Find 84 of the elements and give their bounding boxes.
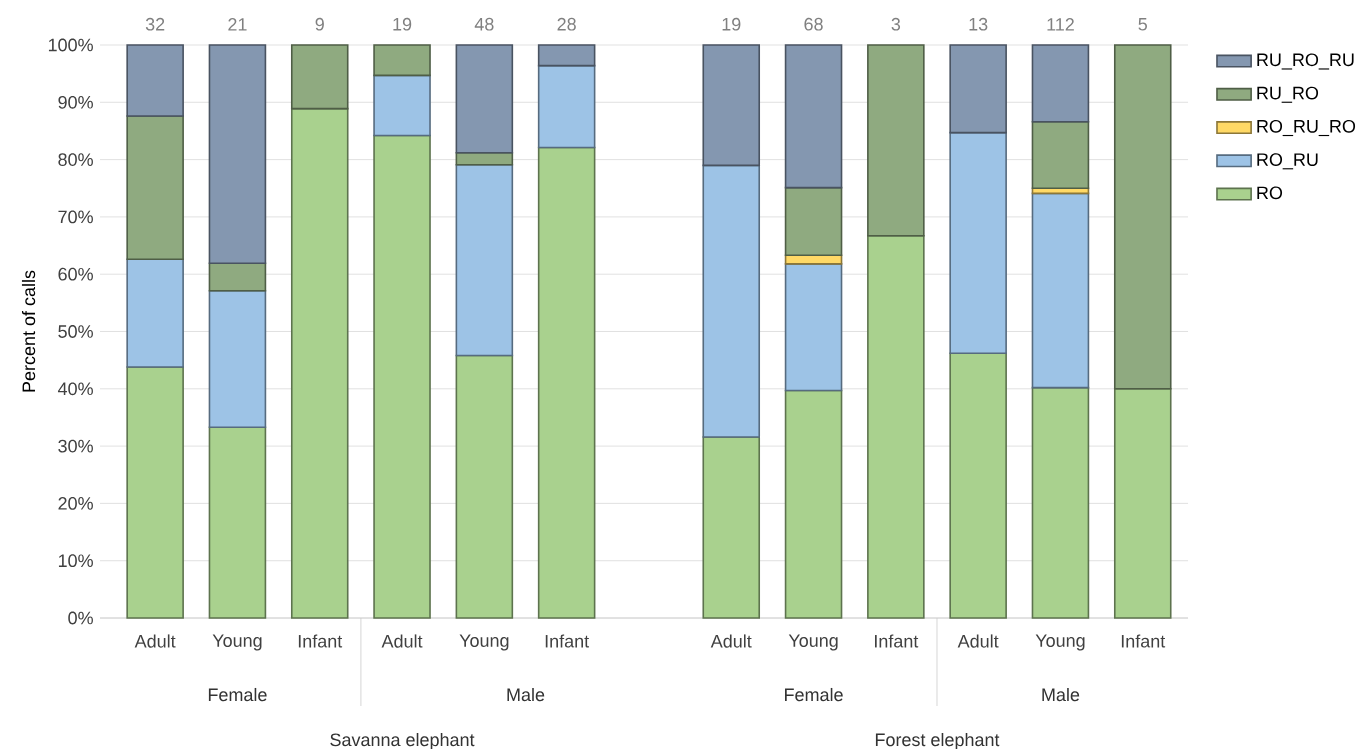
legend-label: RU_RO: [1257, 86, 1319, 103]
x-tick-label: Adult: [957, 634, 999, 648]
bar: [702, 44, 761, 167]
bar: [126, 44, 184, 117]
bar: [867, 235, 925, 619]
bar: [702, 436, 761, 619]
text: Female: [785, 687, 843, 702]
bar: [126, 115, 184, 261]
bar: [455, 163, 514, 357]
y-tick-label: 60%: [58, 267, 93, 281]
bar: [208, 426, 267, 619]
bar: [867, 44, 925, 237]
bar: [702, 164, 761, 438]
bar: [373, 134, 431, 619]
x-tick-label: Young: [1035, 634, 1085, 651]
bar: [537, 64, 596, 149]
text: 32: [145, 17, 165, 31]
x-tick-label: Infant: [1121, 634, 1166, 648]
legend-label: RU_RO_RU: [1257, 53, 1354, 70]
y-tick-label: 100%: [48, 38, 93, 52]
bar: [373, 44, 431, 77]
bar: [290, 107, 349, 619]
bar: [784, 263, 843, 392]
x-tick-label: Young: [212, 634, 262, 651]
bar: [784, 186, 843, 257]
bar: [1031, 386, 1090, 619]
bar: [455, 354, 514, 619]
text: Male: [507, 687, 545, 702]
bar: [949, 352, 1007, 619]
bar: [208, 290, 267, 428]
bar: [373, 74, 431, 137]
x-tick-label: Young: [459, 634, 509, 651]
text: 13: [969, 17, 988, 31]
bar: [1113, 388, 1172, 619]
text: 68: [804, 17, 823, 31]
y-tick-label: 40%: [57, 382, 93, 396]
bar: [1031, 120, 1090, 190]
text: 48: [474, 17, 494, 31]
text: 19: [393, 17, 412, 31]
bar: [208, 44, 267, 265]
text: Female: [208, 687, 267, 702]
x-tick-label: Adult: [710, 634, 752, 648]
y-tick-label: 10%: [58, 554, 93, 568]
text: 112: [1047, 18, 1074, 31]
x-tick-label: Adult: [134, 634, 176, 648]
bar: [126, 258, 184, 368]
x-tick-label: Infant: [875, 634, 919, 648]
bar: [784, 389, 843, 619]
y-tick-label: 0%: [68, 611, 93, 625]
bar: [949, 131, 1007, 355]
y-tick-label: 80%: [58, 153, 93, 166]
text: 28: [557, 17, 576, 31]
bar: [1031, 44, 1090, 123]
bar: [1113, 44, 1172, 390]
y-tick-label: 50%: [58, 325, 93, 338]
legend-label: RO_RU: [1257, 153, 1318, 170]
x-tick-label: Adult: [381, 634, 423, 648]
y-axis-title: Percent of calls: [21, 270, 36, 392]
y-tick-label: 70%: [58, 210, 93, 224]
text: Savanna elephant: [330, 732, 475, 749]
text: 19: [722, 17, 741, 31]
bar: [1031, 192, 1090, 389]
text: Male: [1042, 687, 1080, 702]
bar: [290, 44, 349, 110]
text: 5: [1138, 18, 1147, 31]
bar: [537, 44, 596, 67]
legend-label: RO: [1257, 186, 1283, 200]
text: 21: [228, 18, 247, 31]
bar: [537, 146, 596, 619]
bar: [455, 44, 514, 154]
y-tick-label: 20%: [58, 497, 93, 510]
x-tick-label: Young: [788, 634, 838, 651]
y-tick-label: 30%: [58, 439, 93, 453]
bar: [949, 44, 1007, 134]
legend-label: RO_RU_RO: [1257, 119, 1356, 137]
text: 9: [315, 17, 324, 31]
y-tick-label: 90%: [58, 95, 93, 109]
bar: [784, 44, 843, 189]
x-tick-label: Infant: [298, 634, 343, 648]
text: 3: [891, 17, 901, 31]
bar: [126, 366, 184, 619]
x-tick-label: Infant: [545, 634, 590, 648]
bar: [208, 262, 267, 292]
text: Forest elephant: [875, 732, 1000, 749]
